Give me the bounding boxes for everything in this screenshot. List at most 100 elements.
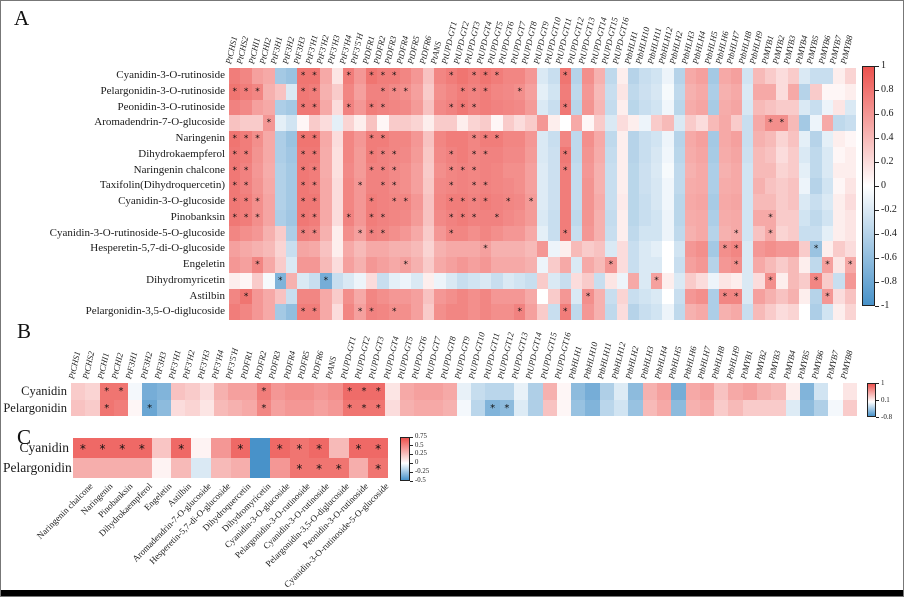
heatmap-cell: [844, 131, 856, 147]
heatmap-cell: [616, 257, 628, 273]
significance-marker: *: [460, 197, 465, 207]
heatmap-cell: [354, 68, 366, 84]
heatmap-cell: *: [73, 438, 93, 458]
significance-marker: *: [813, 275, 819, 286]
heatmap-cell: *: [764, 272, 777, 289]
heatmap-cell: *: [229, 194, 241, 210]
heatmap-cell: [399, 178, 412, 194]
heatmap-cell: [776, 272, 788, 289]
heatmap-cell: [741, 304, 754, 320]
row-label: Cyanidin-3-O-rutinoside-5-O-glucoside: [49, 226, 225, 239]
heatmap-cell: *: [342, 399, 357, 416]
significance-marker: *: [460, 212, 465, 223]
significance-marker: *: [138, 442, 145, 456]
heatmap-cell: [548, 304, 560, 320]
significance-marker: *: [357, 181, 363, 192]
colorbar-tick: [875, 161, 879, 163]
heatmap-cell: [399, 241, 412, 257]
heatmap-cell: [787, 146, 799, 163]
heatmap-cell: [741, 257, 754, 273]
heatmap-cell: [656, 399, 672, 416]
heatmap-cell: [570, 162, 583, 179]
colorbar-tick: [875, 257, 879, 259]
heatmap-cell: [228, 399, 243, 416]
heatmap-cell: [536, 288, 549, 305]
colorbar-tick-label: -0.8: [881, 412, 893, 421]
heatmap-cell: [570, 209, 583, 226]
heatmap-cell: [442, 399, 457, 416]
heatmap-cell: *: [308, 68, 321, 84]
heatmap-cell: [593, 209, 606, 226]
heatmap-cell: *: [445, 162, 457, 179]
heatmap-cell: [536, 131, 549, 147]
heatmap-cell: [684, 83, 697, 100]
heatmap-cell: [445, 304, 457, 320]
heatmap-cell: [434, 131, 446, 147]
significance-marker: *: [300, 149, 306, 160]
heatmap-cell: [502, 272, 514, 289]
heatmap-cell: [274, 241, 286, 257]
heatmap-cell: [513, 146, 526, 163]
heatmap-cell: [844, 115, 856, 131]
heatmap-cell: [542, 383, 557, 400]
heatmap-cell: [191, 458, 211, 478]
col-label: PtMYB6: [809, 349, 826, 380]
significance-marker: *: [296, 442, 303, 456]
heatmap-cell: [627, 146, 640, 163]
significance-marker: *: [483, 244, 488, 255]
heatmap-cell: [844, 225, 856, 242]
col-label: PtMYB3: [766, 349, 783, 380]
significance-marker: *: [369, 228, 374, 239]
heatmap-cell: [810, 99, 822, 116]
heatmap-cell: [331, 288, 343, 305]
heatmap-cell: *: [468, 209, 480, 226]
heatmap-cell: *: [229, 162, 241, 179]
heatmap-cell: [719, 304, 731, 320]
colorbar-tick-label: -0.5: [415, 476, 426, 484]
heatmap-cell: [730, 194, 742, 210]
heatmap-cell: [445, 272, 457, 289]
heatmap-cell: [525, 99, 537, 116]
heatmap-cell: *: [445, 209, 457, 226]
heatmap-cell: [764, 257, 777, 273]
heatmap-cell: [639, 83, 651, 100]
heatmap-cell: [776, 68, 788, 84]
heatmap-cell: [707, 99, 720, 116]
heatmap-cell: [764, 83, 777, 100]
significance-marker: *: [380, 165, 386, 176]
heatmap-cell: [833, 241, 845, 257]
heatmap-cell: [502, 68, 514, 84]
heatmap-cell: [377, 194, 389, 210]
heatmap-cell: [776, 99, 788, 116]
heatmap-cell: [605, 68, 617, 84]
heatmap-cell: *: [320, 272, 332, 289]
significance-marker: *: [460, 102, 465, 113]
heatmap-cell: [707, 288, 720, 305]
heatmap-cell: [582, 115, 594, 131]
heatmap-cell: [328, 383, 343, 400]
heatmap-cell: [821, 304, 834, 320]
heatmap-cell: *: [559, 99, 571, 116]
heatmap-cell: [525, 272, 537, 289]
heatmap-cell: [456, 304, 469, 320]
significance-marker: *: [312, 181, 317, 192]
significance-marker: *: [300, 228, 306, 239]
heatmap-cell: [821, 131, 834, 147]
heatmap-cell: [570, 131, 583, 147]
heatmap-cell: [525, 241, 537, 257]
heatmap-cell: [650, 288, 663, 305]
heatmap-grid-C: * * * * * * * * * * * * * * *: [73, 438, 388, 478]
heatmap-cell: [502, 99, 514, 116]
heatmap-cell: *: [240, 131, 252, 147]
heatmap-cell: [308, 257, 321, 273]
heatmap-cell: [548, 272, 560, 289]
heatmap-cell: [741, 68, 754, 84]
col-label: PtCHI1: [94, 351, 111, 380]
heatmap-cell: [810, 225, 822, 242]
heatmap-cell: [388, 257, 400, 273]
heatmap-cell: [468, 257, 480, 273]
heatmap-cell: [684, 225, 697, 242]
heatmap-cell: [445, 241, 457, 257]
heatmap-cell: [650, 257, 663, 273]
heatmap-cell: [650, 146, 663, 163]
